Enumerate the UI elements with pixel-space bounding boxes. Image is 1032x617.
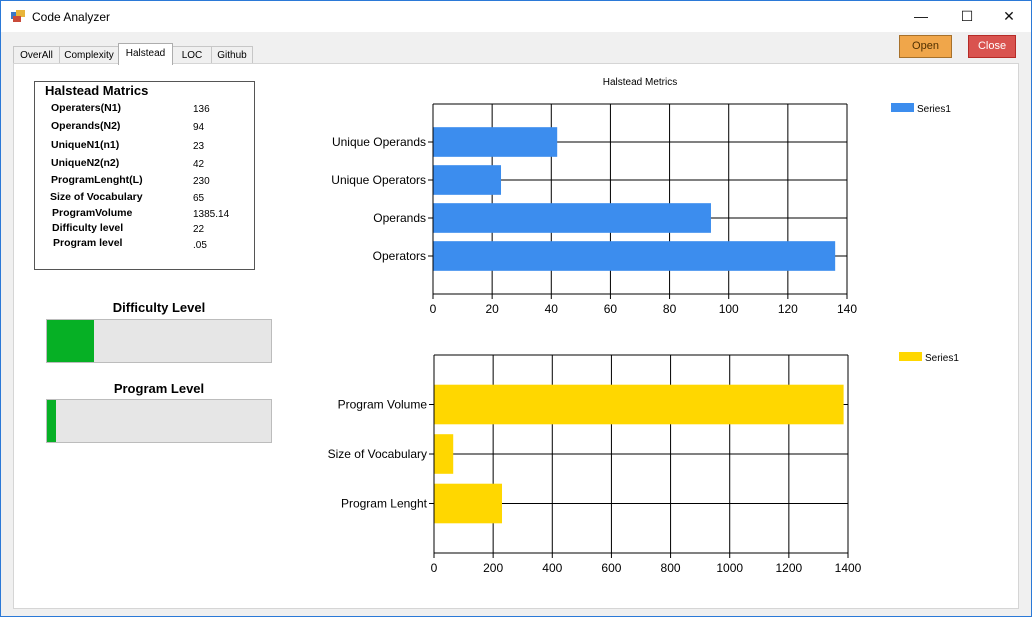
window-close-button[interactable]: ✕ [1003,8,1015,24]
title-bar[interactable]: Code Analyzer — ☐ ✕ [1,1,1031,32]
metric-value-n1: 136 [193,104,210,115]
x-tick-label: 120 [778,302,798,316]
bar [434,483,503,524]
metric-label-n2: Operands(N2) [51,120,121,132]
metric-value-vocabulary: 65 [193,193,205,204]
x-tick-label: 800 [661,561,681,575]
metric-value-program-level: .05 [193,240,207,251]
tab-halstead[interactable]: Halstead [118,43,173,65]
halstead-matrics-group: Halstead Matrics Operaters(N1) 136 Opera… [34,81,255,270]
halstead-volume-chart: 0 200 400 600 800 1000 1200 1400 Program Lenght S… [328,352,959,575]
category-label: Operators [373,249,426,263]
x-tick-label: 200 [483,561,503,575]
minimize-button[interactable]: — [914,8,928,24]
tab-complexity[interactable]: Complexity [59,46,119,64]
metric-value-program-volume: 1385.14 [193,209,230,220]
metric-label-program-level: Program level [53,237,123,249]
metric-label-unique-n2: UniqueN2(n2) [51,157,120,169]
metric-value-unique-n1: 23 [193,141,205,152]
x-tick-label: 40 [545,302,559,316]
bar [434,434,454,474]
metric-label-unique-n1: UniqueN1(n1) [51,139,120,151]
difficulty-progress-fill [47,320,95,362]
legend-label: Series1 [925,353,959,364]
matrics-title: Halstead Matrics [45,83,149,98]
metric-value-difficulty: 22 [193,224,205,235]
window-title: Code Analyzer [32,10,111,24]
category-label: Program Lenght [341,497,428,511]
x-tick-label: 1000 [716,561,743,575]
metric-label-n1: Operaters(N1) [51,102,122,114]
x-tick-label: 400 [542,561,562,575]
tab-overall[interactable]: OverAll [13,46,60,64]
metric-value-n2: 94 [193,122,205,133]
x-tick-label: 100 [719,302,739,316]
x-tick-label: 0 [431,561,438,575]
maximize-button[interactable]: ☐ [960,8,974,24]
metric-value-program-length: 230 [193,176,210,187]
x-tick-label: 0 [430,302,437,316]
program-progress-fill [47,400,56,442]
open-button[interactable]: Open [899,35,952,58]
legend-swatch [891,103,914,112]
x-tick-label: 1400 [835,561,862,575]
legend-label: Series1 [917,104,951,115]
metric-label-program-length: ProgramLenght(L) [51,174,143,186]
metric-label-difficulty: Difficulty level [52,222,124,234]
bar [433,203,711,233]
close-button[interactable]: Close [968,35,1016,58]
x-tick-label: 600 [601,561,621,575]
difficulty-level-label: Difficulty Level [112,300,206,315]
bar [433,127,558,157]
app-icon [11,10,25,22]
tab-loc[interactable]: LOC [172,46,212,64]
x-tick-label: 1200 [776,561,803,575]
bar [433,241,836,271]
tab-github[interactable]: Github [211,46,253,64]
legend-swatch [899,352,922,361]
x-tick-label: 20 [485,302,499,316]
program-level-label: Program Level [113,381,205,396]
x-tick-label: 80 [663,302,677,316]
difficulty-progress-bar [46,319,272,363]
category-label: Unique Operands [332,135,426,149]
bar [434,384,844,425]
halstead-metrics-chart: Halstead Metrics 0 20 40 60 80 100 120 140 Operat… [331,77,951,316]
category-label: Operands [373,211,426,225]
category-label: Size of Vocabulary [328,447,427,461]
metric-label-vocabulary: Size of Vocabulary [50,191,143,203]
category-label: Unique Operators [331,173,426,187]
x-tick-label: 140 [837,302,857,316]
x-tick-label: 60 [604,302,618,316]
category-label: Program Volume [338,398,428,412]
metric-label-program-volume: ProgramVolume [52,207,133,219]
program-progress-bar [46,399,272,443]
bar [433,165,502,195]
metric-value-unique-n2: 42 [193,159,205,170]
chart-title: Halstead Metrics [603,77,677,88]
